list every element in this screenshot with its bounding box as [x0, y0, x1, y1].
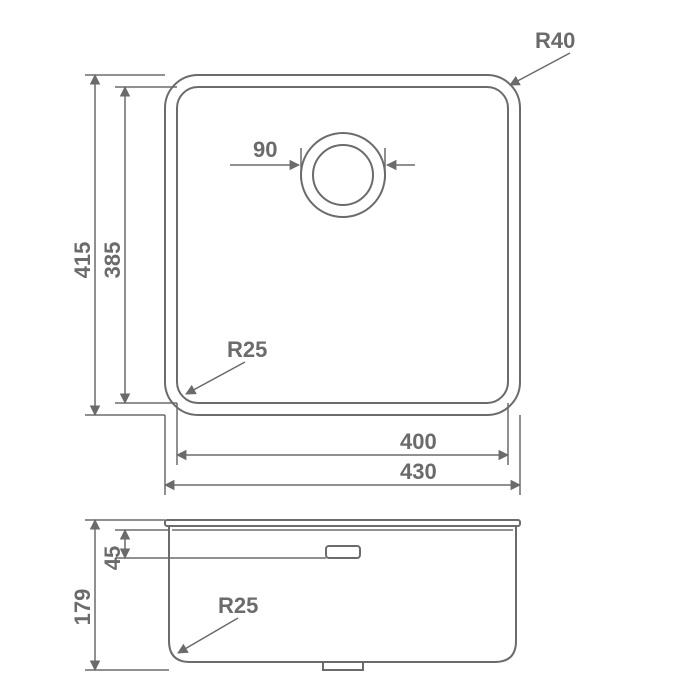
dim-vertical-group: 415 385 [70, 75, 177, 415]
dim-horizontal-group: 400 430 [165, 403, 520, 495]
drain-inner-circle [313, 145, 373, 205]
dim-415: 415 [70, 242, 95, 279]
dim-430: 430 [400, 459, 437, 484]
front-view: R25 [165, 520, 520, 670]
dim-drain-label: 90 [253, 137, 277, 162]
dim-400: 400 [400, 429, 437, 454]
dim-drain-diameter: 90 [230, 137, 415, 180]
sink-outer-rect [165, 75, 520, 415]
leader-r40: R40 [510, 28, 575, 85]
top-view: 90 R40 R25 [165, 28, 575, 415]
leader-r25-top: R25 [186, 337, 267, 394]
flange [165, 520, 520, 526]
dim-385: 385 [100, 242, 125, 279]
label-r25-top: R25 [227, 337, 267, 362]
dim-45: 45 [100, 546, 125, 570]
dim-front-vertical: 179 45 [70, 520, 326, 670]
label-r40: R40 [535, 28, 575, 53]
overflow-slot [326, 546, 360, 558]
label-r25-front: R25 [218, 593, 258, 618]
leader-r25-front: R25 [178, 593, 258, 653]
drain-stub [323, 662, 363, 670]
dim-179: 179 [70, 589, 95, 626]
technical-drawing: 90 R40 R25 415 385 400 430 R25 [0, 0, 700, 700]
